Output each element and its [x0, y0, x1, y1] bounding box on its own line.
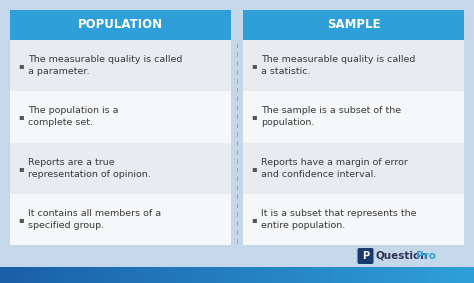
Bar [403, 267, 411, 283]
Bar [316, 267, 324, 283]
Bar [134, 267, 142, 283]
Bar [205, 267, 213, 283]
Bar [243, 40, 464, 91]
Bar [166, 267, 174, 283]
Bar [269, 267, 276, 283]
Text: ▪: ▪ [251, 164, 256, 173]
Bar [371, 267, 379, 283]
Text: The population is a
complete set.: The population is a complete set. [28, 106, 118, 127]
Bar [466, 267, 474, 283]
Bar [63, 267, 71, 283]
Bar [435, 267, 442, 283]
Bar [450, 267, 458, 283]
Text: Question: Question [376, 251, 428, 261]
Bar [387, 267, 395, 283]
Bar [324, 267, 332, 283]
Bar [127, 267, 134, 283]
Bar [213, 267, 221, 283]
Bar [379, 267, 387, 283]
Bar [347, 267, 356, 283]
Bar [356, 267, 364, 283]
Bar [10, 194, 231, 245]
Bar [411, 267, 419, 283]
Bar [458, 267, 466, 283]
Text: ▪: ▪ [18, 164, 24, 173]
Bar [442, 267, 450, 283]
Bar [276, 267, 284, 283]
Bar [10, 10, 231, 245]
Text: It is a subset that represents the
entire population.: It is a subset that represents the entir… [261, 209, 417, 230]
Text: POPULATION: POPULATION [78, 18, 163, 31]
Text: ▪: ▪ [251, 112, 256, 121]
Bar [110, 267, 118, 283]
Bar [245, 267, 253, 283]
Bar [16, 267, 24, 283]
Bar [243, 91, 464, 143]
Bar [118, 267, 127, 283]
Bar [340, 267, 347, 283]
Text: The measurable quality is called
a parameter.: The measurable quality is called a param… [28, 55, 182, 76]
Bar [243, 143, 464, 194]
Bar [0, 267, 8, 283]
Bar [10, 143, 231, 194]
Bar [221, 267, 229, 283]
Bar [95, 267, 103, 283]
FancyBboxPatch shape [357, 248, 374, 264]
Bar [427, 267, 435, 283]
Bar [71, 267, 79, 283]
Bar [253, 267, 261, 283]
Bar [10, 10, 231, 40]
Text: The measurable quality is called
a statistic.: The measurable quality is called a stati… [261, 55, 415, 76]
Bar [39, 267, 47, 283]
Bar [261, 267, 269, 283]
Bar [103, 267, 110, 283]
Bar [284, 267, 292, 283]
Text: P: P [362, 251, 369, 261]
Text: ▪: ▪ [251, 215, 256, 224]
Bar [182, 267, 190, 283]
Bar [364, 267, 371, 283]
Text: ▪: ▪ [251, 61, 256, 70]
Bar [24, 267, 32, 283]
Bar [308, 267, 316, 283]
Bar [174, 267, 182, 283]
Bar [332, 267, 340, 283]
Bar [419, 267, 427, 283]
Text: Pro: Pro [416, 251, 436, 261]
Bar [8, 267, 16, 283]
Text: The sample is a subset of the
population.: The sample is a subset of the population… [261, 106, 401, 127]
Text: SAMPLE: SAMPLE [327, 18, 380, 31]
Bar [292, 267, 300, 283]
Text: ▪: ▪ [18, 112, 24, 121]
Bar [10, 40, 231, 91]
Bar [142, 267, 150, 283]
Bar [395, 267, 403, 283]
Bar [79, 267, 87, 283]
Bar [243, 10, 464, 40]
Bar [229, 267, 237, 283]
Bar [243, 194, 464, 245]
Text: Reports are a true
representation of opinion.: Reports are a true representation of opi… [28, 158, 151, 179]
Bar [300, 267, 308, 283]
Bar [55, 267, 63, 283]
Bar [32, 267, 39, 283]
Bar [190, 267, 198, 283]
Bar [243, 10, 464, 245]
Bar [150, 267, 158, 283]
Bar [87, 267, 95, 283]
Bar [0, 267, 142, 283]
Bar [0, 267, 474, 283]
Text: Reports have a margin of error
and confidence interval.: Reports have a margin of error and confi… [261, 158, 408, 179]
Bar [198, 267, 205, 283]
Bar [10, 91, 231, 143]
Bar [47, 267, 55, 283]
Text: ▪: ▪ [18, 215, 24, 224]
Bar [158, 267, 166, 283]
Text: It contains all members of a
specified group.: It contains all members of a specified g… [28, 209, 161, 230]
Text: ▪: ▪ [18, 61, 24, 70]
Bar [237, 267, 245, 283]
